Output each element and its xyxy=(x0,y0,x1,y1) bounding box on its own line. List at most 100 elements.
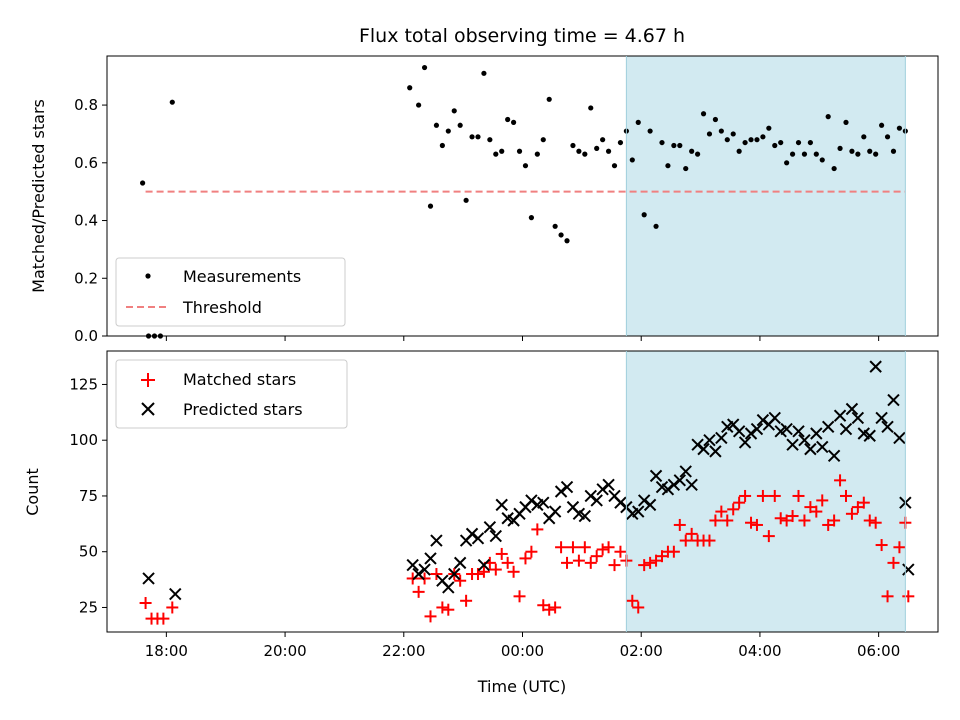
matched-stars-point xyxy=(489,563,502,576)
matched-stars-point xyxy=(424,610,437,623)
x-tick-label: 00:00 xyxy=(501,642,544,660)
predicted-stars-point xyxy=(673,474,687,487)
matched-stars-point xyxy=(875,539,888,552)
measurement-point xyxy=(873,151,879,157)
measurement-point xyxy=(588,105,594,111)
predicted-stars-point xyxy=(827,449,841,463)
matched-stars-point xyxy=(166,601,179,614)
matched-stars-point xyxy=(590,550,603,563)
measurement-point xyxy=(849,148,855,154)
measurement-point xyxy=(813,151,819,157)
measurement-point xyxy=(605,148,612,154)
predicted-stars-point xyxy=(810,427,823,440)
matched-stars-point xyxy=(460,594,473,607)
measurement-point xyxy=(570,142,576,149)
measurement-point xyxy=(421,64,428,71)
count-panel-x-ticks: 18:00 20:00 22:00 00:00 02:00 04:00 06:00 xyxy=(145,632,900,660)
measurement-point xyxy=(807,139,813,146)
measurement-point xyxy=(890,148,897,154)
predicted-stars-point xyxy=(768,411,781,425)
measurement-point xyxy=(861,134,867,140)
legend-measurements-marker xyxy=(145,273,151,279)
predicted-stars-point xyxy=(738,436,752,449)
legend-threshold-label: Threshold xyxy=(182,298,262,317)
predicted-stars-point xyxy=(560,480,574,494)
matched-stars-point xyxy=(745,516,758,529)
matched-stars-point xyxy=(406,572,419,585)
matched-stars-point xyxy=(632,601,645,614)
predicted-stars-point xyxy=(632,505,645,518)
matched-stars-point xyxy=(418,572,431,585)
y-tick-label: 0.4 xyxy=(74,212,98,230)
predicted-stars-point xyxy=(804,442,817,456)
matched-stars-point xyxy=(792,489,805,502)
measurement-point xyxy=(522,163,529,169)
predicted-stars-point xyxy=(845,402,859,416)
predicted-stars-point xyxy=(661,483,675,496)
measurement-point xyxy=(169,99,175,105)
predicted-stars-point xyxy=(667,478,681,492)
measurement-point xyxy=(469,134,475,140)
measurement-point xyxy=(778,139,784,146)
measurement-point xyxy=(795,139,802,146)
x-tick-label: 04:00 xyxy=(738,642,781,660)
measurement-point xyxy=(647,128,653,134)
measurement-point xyxy=(665,163,671,169)
matched-stars-point xyxy=(477,565,490,578)
matched-stars-point xyxy=(644,556,657,569)
predicted-stars-point xyxy=(418,563,431,576)
matched-stars-point xyxy=(733,496,746,509)
predicted-stars-point xyxy=(685,478,698,492)
x-tick-label: 22:00 xyxy=(382,642,425,660)
measurement-point xyxy=(748,137,754,143)
legend-matched-marker xyxy=(141,373,155,387)
matched-stars-point xyxy=(572,554,585,567)
matched-stars-point xyxy=(762,530,775,543)
matched-stars-point xyxy=(857,496,870,509)
predicted-stars-point xyxy=(697,442,710,456)
measurement-point xyxy=(712,116,719,123)
measurement-point xyxy=(819,157,825,163)
matched-stars-point xyxy=(507,565,520,578)
measurement-point xyxy=(493,151,499,157)
measurement-point xyxy=(736,148,742,154)
matched-stars-point xyxy=(715,505,728,518)
matched-stars-point xyxy=(703,534,716,547)
matched-stars-point xyxy=(614,545,627,558)
matched-stars-point xyxy=(501,556,514,569)
measurement-point xyxy=(766,125,772,131)
predicted-stars-point xyxy=(732,425,746,438)
matched-stars-point xyxy=(495,547,508,560)
measurement-point xyxy=(516,148,523,154)
matched-stars-point xyxy=(893,541,906,554)
legend-matched-label: Matched stars xyxy=(183,370,296,389)
matched-stars-point xyxy=(584,556,597,569)
measurement-point xyxy=(772,142,778,149)
measurement-point xyxy=(837,145,843,151)
matched-stars-point xyxy=(810,505,823,518)
predicted-stars-point xyxy=(821,420,835,434)
predicted-stars-point xyxy=(602,478,615,492)
ratio-legend-box xyxy=(115,257,346,327)
predicted-stars-point xyxy=(525,494,538,507)
measurement-point xyxy=(617,139,624,146)
predicted-stars-point xyxy=(703,433,716,447)
matched-stars-point xyxy=(798,514,811,527)
predicted-stars-point xyxy=(465,527,479,541)
matched-stars-point xyxy=(555,541,568,554)
predicted-stars-point xyxy=(756,413,770,427)
matched-stars-point xyxy=(679,534,692,547)
measurement-point xyxy=(884,134,891,140)
predicted-stars-point xyxy=(614,496,627,509)
predicted-stars-point xyxy=(902,563,915,576)
matched-stars-point xyxy=(667,545,680,558)
matched-stars-point xyxy=(839,489,852,502)
predicted-stars-point xyxy=(142,572,155,585)
measurement-point xyxy=(754,137,760,143)
matched-stars-point xyxy=(739,489,752,502)
measurement-point xyxy=(760,134,766,140)
measurement-point xyxy=(140,180,146,186)
matched-stars-point xyxy=(834,474,847,487)
measurement-point xyxy=(653,223,659,229)
